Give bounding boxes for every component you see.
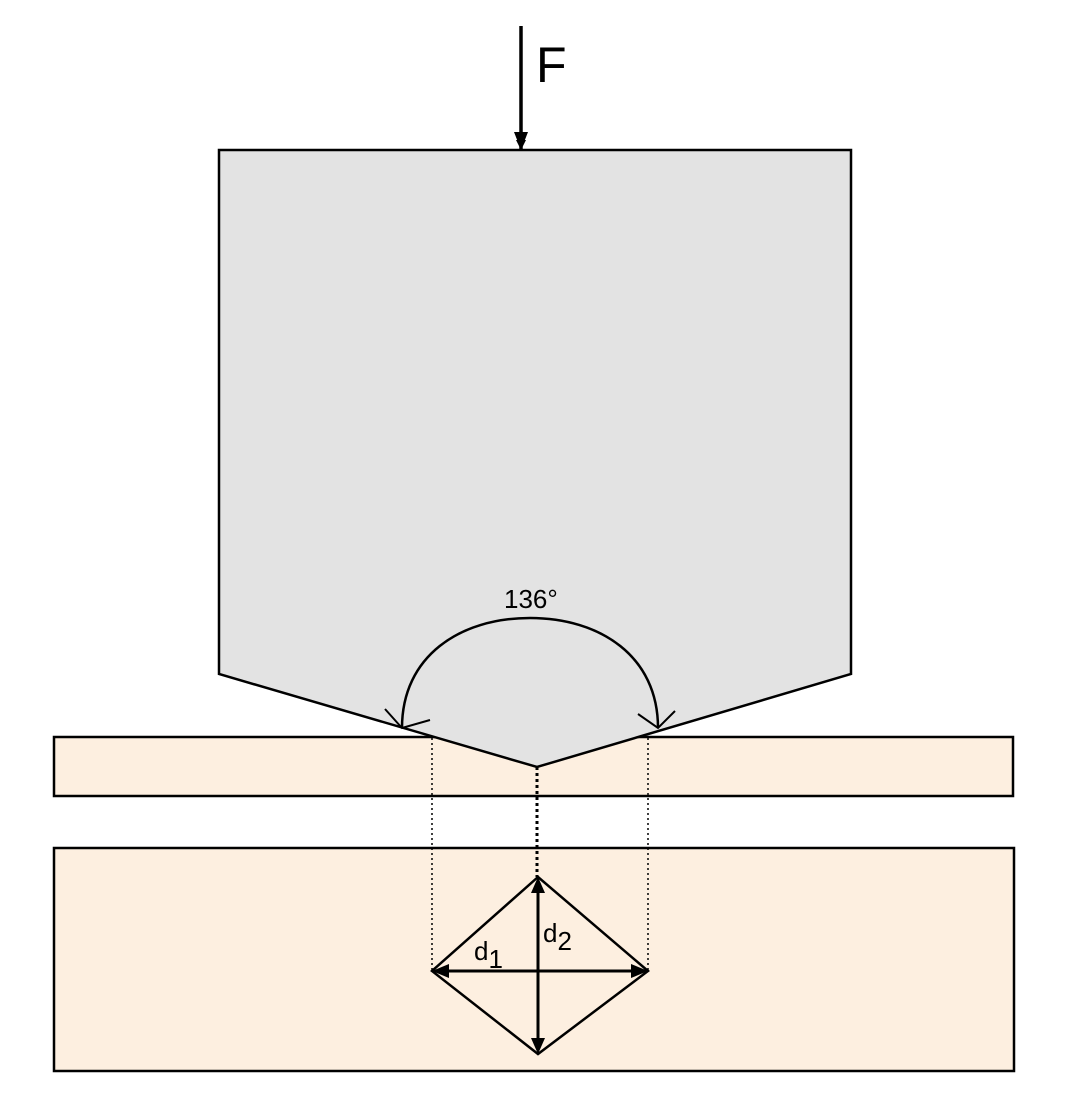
diagonal-d1-arrowhead-left [432, 964, 449, 978]
diagonal-d1-base: d [474, 936, 488, 966]
angle-arrowhead-left [384, 708, 431, 730]
diagonal-d1-label: d1 [474, 936, 503, 974]
angle-label: 136° [504, 584, 558, 614]
diagonal-d2-arrowhead-bottom [531, 1038, 545, 1054]
force-label: F [536, 37, 567, 93]
force-arrowhead [514, 132, 528, 150]
diagonal-d1-arrowhead-right [631, 964, 648, 978]
specimen-top-view [52, 846, 1016, 1073]
angle-arrowhead-right [637, 710, 676, 730]
angle-arc [400, 616, 660, 729]
diagonal-d2-label: d2 [543, 918, 572, 956]
diagonal-d2-arrowhead-top [531, 877, 545, 893]
indenter [217, 148, 853, 769]
diagonal-d1-subscript: 1 [488, 944, 502, 974]
diagonal-d2-base: d [543, 918, 557, 948]
diagonal-d2-subscript: 2 [557, 926, 571, 956]
